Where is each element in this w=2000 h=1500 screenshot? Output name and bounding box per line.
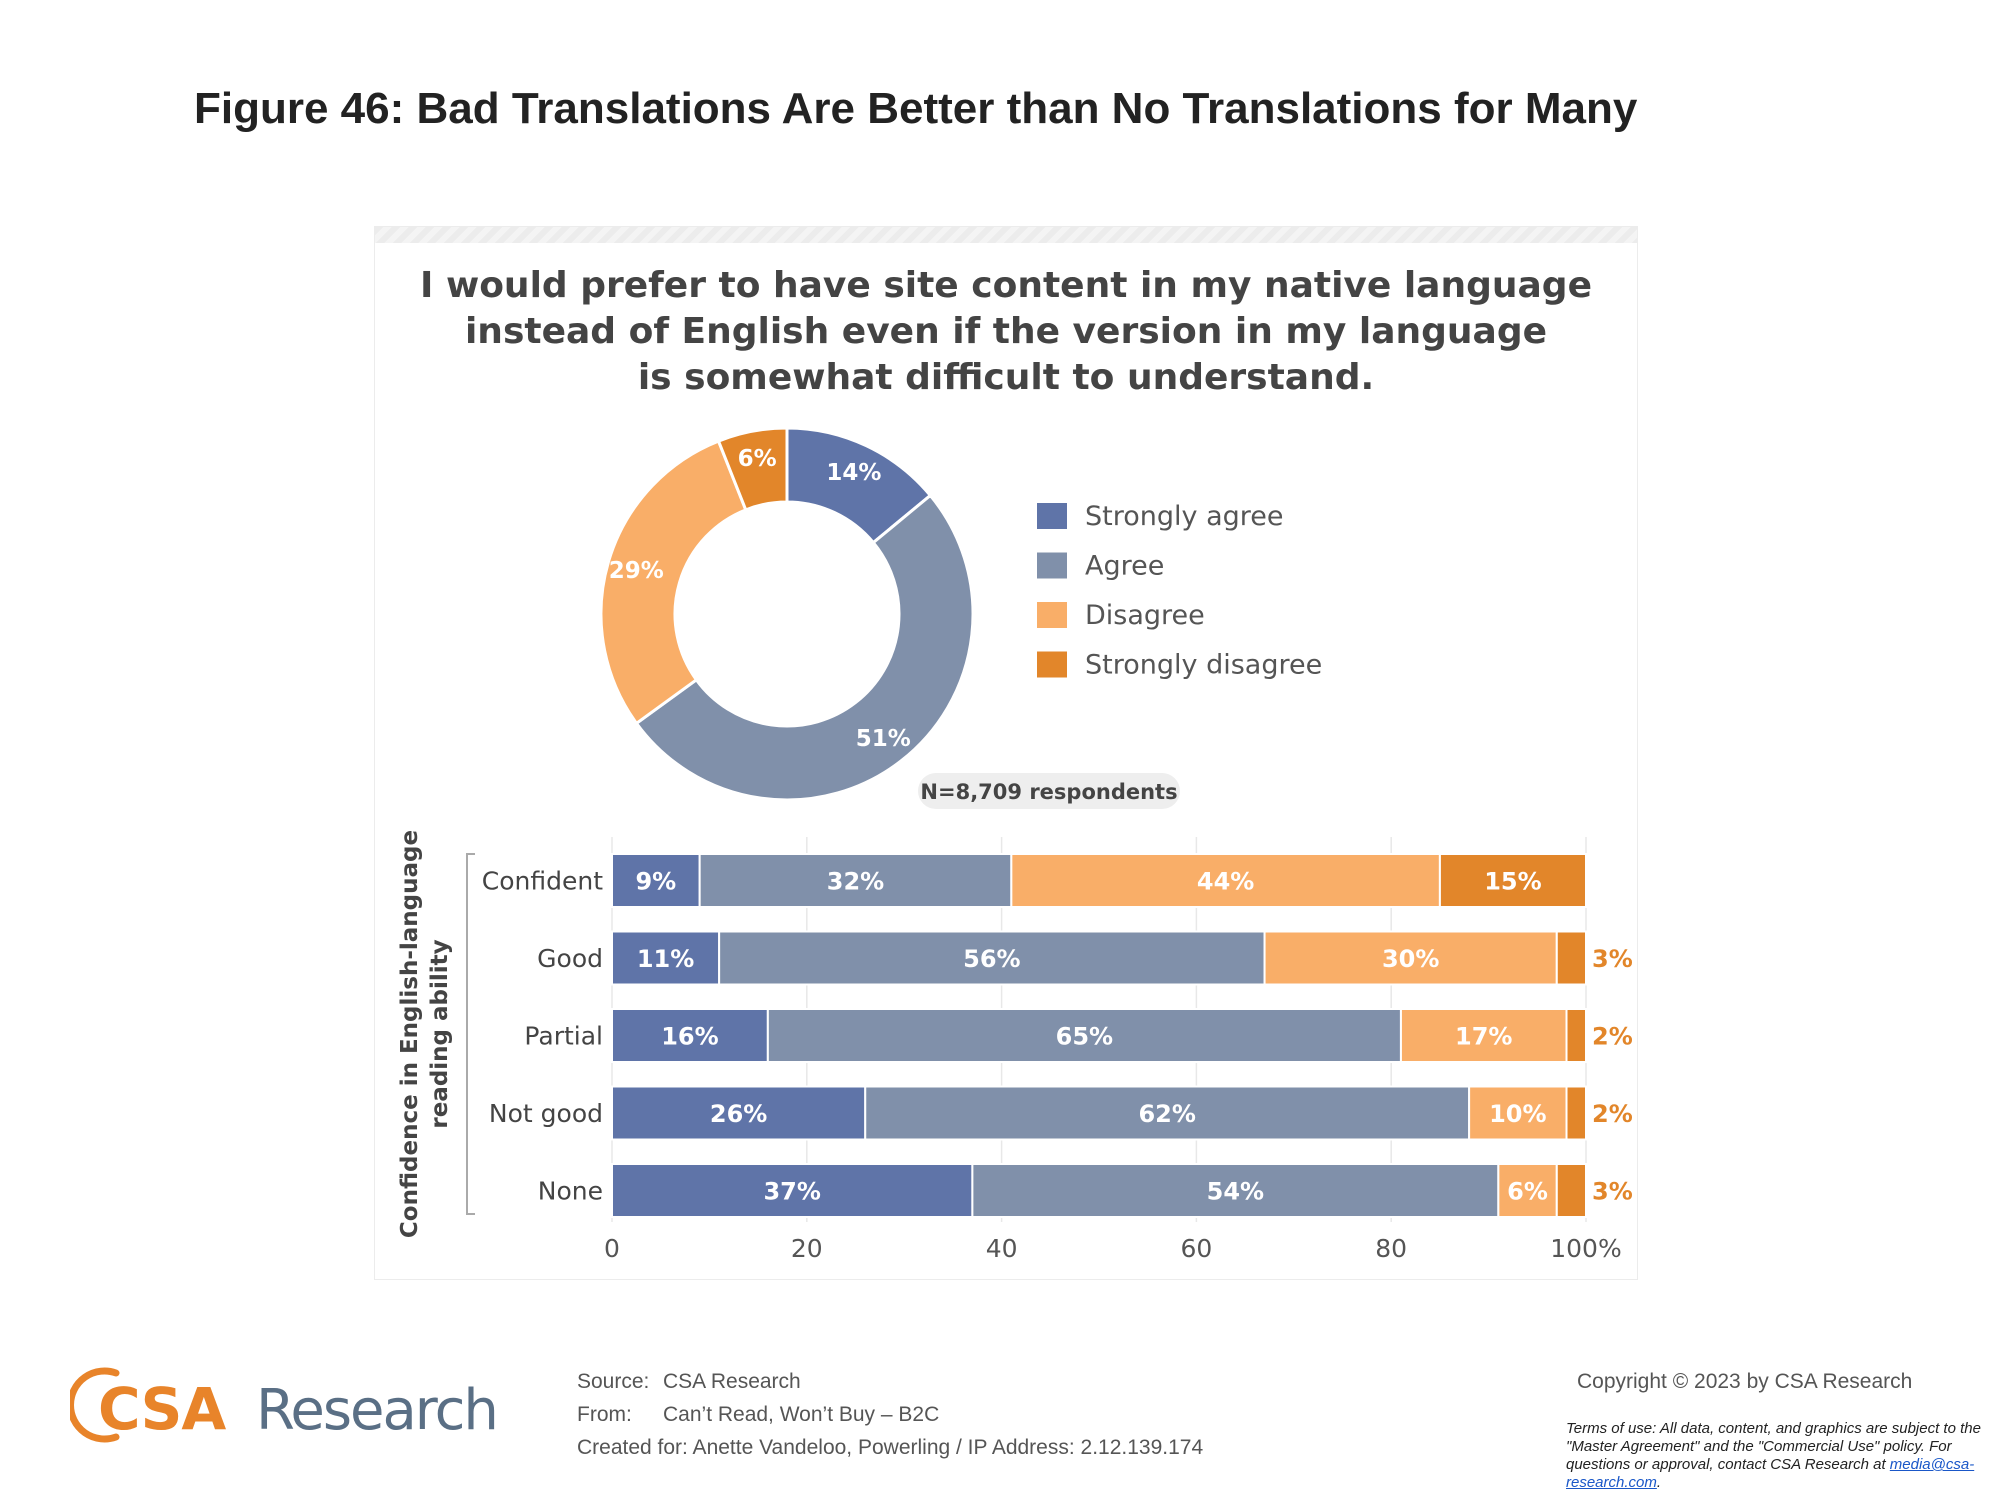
bar-label-agree: 65% bbox=[1056, 1023, 1113, 1051]
category-label-partial: Partial bbox=[524, 1022, 603, 1051]
legend-label-strongly-disagree: Strongly disagree bbox=[1085, 650, 1322, 681]
bar-good-strongly-disagree bbox=[1555, 930, 1588, 986]
bar-confident-strongly-disagree bbox=[1438, 853, 1588, 908]
x-tick-label: 20 bbox=[791, 1234, 823, 1263]
panel-top-strip bbox=[375, 227, 1637, 243]
chart-title-line-2: instead of English even if the version i… bbox=[464, 311, 1548, 352]
terms-end: . bbox=[1656, 1474, 1662, 1491]
bar-label-agree: 62% bbox=[1138, 1100, 1195, 1128]
donut-slice-agree bbox=[634, 493, 975, 802]
copyright-text: Copyright © 2023 by CSA Research bbox=[1577, 1370, 1913, 1393]
bar-label-outside-strongly-disagree: 2% bbox=[1592, 1100, 1633, 1128]
bar-good-agree bbox=[718, 930, 1266, 986]
bar-confident-strongly-agree bbox=[611, 853, 701, 908]
x-tick-label: 0 bbox=[604, 1234, 620, 1263]
bar-confident-disagree bbox=[1010, 853, 1441, 908]
bar-label-strongly-agree: 37% bbox=[763, 1178, 820, 1206]
source-value: CSA Research bbox=[663, 1370, 801, 1393]
category-label-good: Good bbox=[537, 944, 603, 973]
page-title: Figure 46: Bad Translations Are Better t… bbox=[194, 84, 1638, 133]
bar-label-disagree: 17% bbox=[1455, 1023, 1512, 1051]
chart-title-line-1: I would prefer to have site content in m… bbox=[420, 265, 1592, 306]
category-label-none: None bbox=[538, 1177, 603, 1206]
bar-not-good-agree bbox=[864, 1085, 1471, 1141]
bar-not-good-strongly-disagree bbox=[1565, 1085, 1588, 1141]
created-for-line: Created for: Anette Vandeloo, Powerling … bbox=[577, 1436, 1204, 1459]
bar-partial-disagree bbox=[1399, 1008, 1568, 1063]
bar-label-disagree: 10% bbox=[1489, 1100, 1546, 1128]
respondents-annotation: N=8,709 respondents bbox=[920, 780, 1177, 804]
bar-label-strongly-agree: 16% bbox=[661, 1023, 718, 1051]
donut-slice-strongly-disagree bbox=[716, 426, 789, 512]
category-label-confident: Confident bbox=[482, 867, 603, 896]
chart-title-line-3: is somewhat difficult to understand. bbox=[637, 357, 1375, 398]
from-value: Can’t Read, Won’t Buy – B2C bbox=[663, 1403, 940, 1426]
bar-label-outside-strongly-disagree: 2% bbox=[1592, 1023, 1633, 1051]
bar-label-agree: 54% bbox=[1207, 1178, 1264, 1206]
bar-none-strongly-agree bbox=[611, 1163, 974, 1218]
legend-label-disagree: Disagree bbox=[1085, 600, 1205, 631]
terms-email-link[interactable]: media@csa-research.com bbox=[1566, 1456, 1975, 1491]
donut-label-strongly-disagree: 6% bbox=[738, 446, 777, 472]
from-line: From: Can’t Read, Won’t Buy – B2C bbox=[577, 1403, 939, 1427]
source-line: Source: CSA Research bbox=[577, 1370, 801, 1394]
x-tick-label: 60 bbox=[1180, 1234, 1212, 1263]
bar-good-strongly-agree bbox=[611, 930, 721, 986]
donut-label-strongly-agree: 14% bbox=[826, 460, 881, 486]
bar-none-disagree bbox=[1497, 1163, 1558, 1218]
chart-panel: I would prefer to have site content in m… bbox=[374, 226, 1638, 1280]
bar-label-strongly-disagree: 15% bbox=[1484, 868, 1541, 896]
bar-confident-agree bbox=[698, 853, 1013, 908]
y-axis-title-line-1: Confidence in English-language bbox=[397, 830, 423, 1238]
legend-swatch-strongly-agree bbox=[1037, 503, 1067, 529]
bar-label-agree: 56% bbox=[963, 945, 1020, 973]
bar-label-outside-strongly-disagree: 3% bbox=[1592, 1178, 1633, 1206]
bar-none-agree bbox=[971, 1163, 1500, 1218]
donut-slice-disagree bbox=[599, 439, 748, 726]
bar-label-agree: 32% bbox=[827, 868, 884, 896]
bar-label-strongly-agree: 9% bbox=[635, 868, 676, 896]
from-label: From: bbox=[577, 1403, 632, 1426]
legend-swatch-agree bbox=[1037, 552, 1067, 579]
bar-label-disagree: 44% bbox=[1197, 868, 1254, 896]
bar-partial-strongly-agree bbox=[611, 1008, 769, 1063]
respondents-badge bbox=[918, 773, 1180, 809]
bar-not-good-strongly-agree bbox=[611, 1085, 867, 1141]
legend-swatch-strongly-disagree bbox=[1037, 651, 1067, 678]
logo-swoosh-icon bbox=[67, 1367, 120, 1443]
bar-partial-agree bbox=[766, 1008, 1402, 1063]
bar-none-strongly-disagree bbox=[1555, 1163, 1588, 1218]
donut-label-agree: 51% bbox=[856, 726, 911, 752]
logo-research-text: Research bbox=[256, 1378, 497, 1443]
bar-partial-strongly-disagree bbox=[1565, 1008, 1588, 1063]
x-tick-label: 100% bbox=[1550, 1234, 1621, 1263]
legend-label-agree: Agree bbox=[1085, 551, 1164, 582]
terms-text: Terms of use: All data, content, and gra… bbox=[1566, 1420, 1981, 1473]
legend-label-strongly-agree: Strongly agree bbox=[1085, 501, 1283, 532]
bar-label-outside-strongly-disagree: 3% bbox=[1592, 945, 1633, 973]
source-label: Source: bbox=[577, 1370, 650, 1393]
csa-research-logo: CSA Research bbox=[67, 1365, 530, 1450]
bar-label-strongly-agree: 11% bbox=[637, 945, 694, 973]
bar-label-disagree: 6% bbox=[1507, 1178, 1548, 1206]
chart-title: I would prefer to have site content in m… bbox=[375, 263, 1637, 401]
bar-label-strongly-agree: 26% bbox=[710, 1100, 767, 1128]
bar-label-disagree: 30% bbox=[1382, 945, 1439, 973]
legend-swatch-disagree bbox=[1037, 602, 1067, 628]
logo-csa-text: CSA bbox=[98, 1375, 226, 1443]
category-label-not-good: Not good bbox=[489, 1099, 603, 1128]
y-axis-bracket bbox=[466, 853, 475, 1215]
chart-svg: 14% 51% 29% 6% Strongly agree Agree Disagree St… bbox=[397, 426, 1633, 1263]
y-axis-title-line-2: reading ability bbox=[427, 939, 453, 1128]
donut-label-disagree: 29% bbox=[609, 558, 664, 584]
x-tick-label: 80 bbox=[1375, 1234, 1407, 1263]
x-tick-label: 40 bbox=[986, 1234, 1018, 1263]
terms-of-use: Terms of use: All data, content, and gra… bbox=[1566, 1420, 1992, 1492]
